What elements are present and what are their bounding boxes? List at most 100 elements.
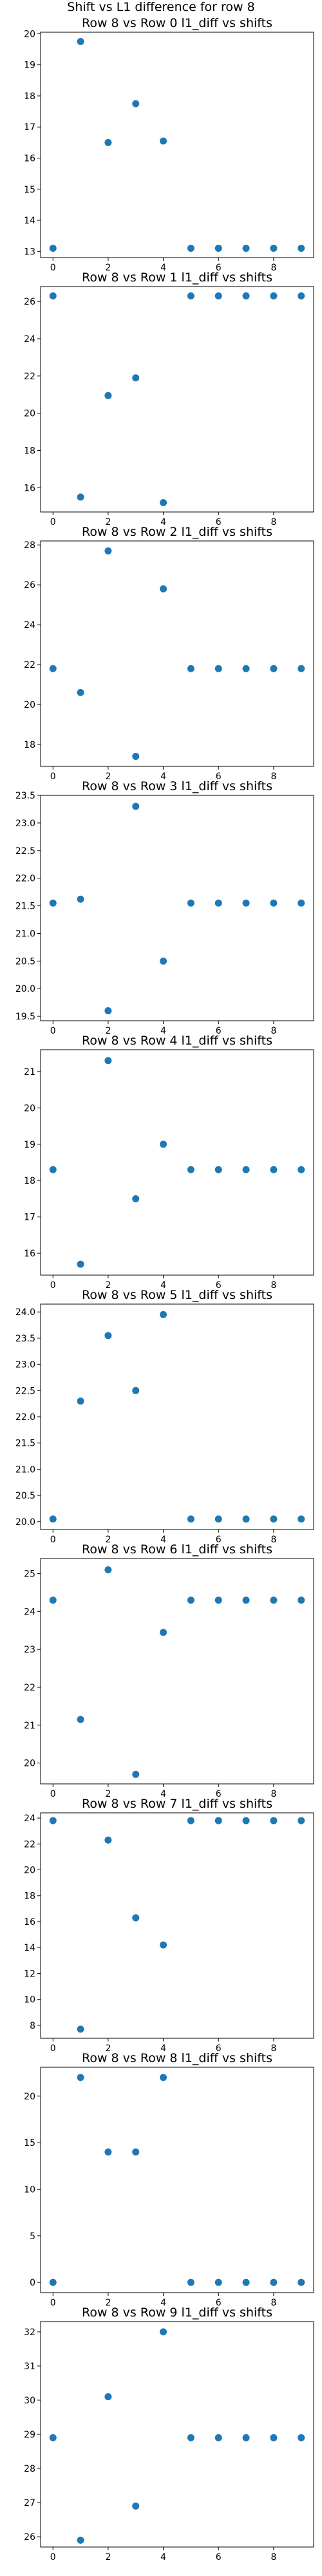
subplot-title: Row 8 vs Row 6 l1_diff vs shifts bbox=[82, 1542, 272, 1557]
x-tick-label: 2 bbox=[105, 1280, 111, 1291]
axes-frame bbox=[40, 1558, 314, 1785]
y-tick-label: 19.5 bbox=[15, 1012, 35, 1022]
y-tick-label: 10 bbox=[24, 2184, 35, 2195]
y-tick-label: 21.0 bbox=[15, 1464, 35, 1475]
data-point bbox=[49, 2434, 57, 2441]
y-tick-label: 24 bbox=[24, 620, 35, 630]
data-point bbox=[187, 245, 194, 252]
y-tick-label: 26 bbox=[24, 297, 35, 307]
data-point bbox=[132, 1770, 140, 1778]
y-tick-label: 20.5 bbox=[15, 956, 35, 967]
data-point bbox=[187, 899, 194, 907]
x-tick-label: 8 bbox=[270, 1280, 276, 1291]
y-tick-label: 22 bbox=[24, 1683, 35, 1693]
y-tick-label: 22 bbox=[24, 660, 35, 670]
data-point bbox=[270, 1515, 278, 1523]
data-point bbox=[132, 2502, 140, 2510]
data-point bbox=[104, 1332, 112, 1340]
data-point bbox=[298, 899, 305, 907]
x-tick-label: 4 bbox=[160, 2043, 166, 2054]
data-point bbox=[270, 292, 278, 299]
y-tick-label: 10 bbox=[24, 1995, 35, 2005]
y-tick-label: 17 bbox=[24, 122, 35, 133]
data-point bbox=[77, 37, 84, 45]
data-point bbox=[104, 2148, 112, 2156]
y-tick-label: 20 bbox=[24, 29, 35, 39]
y-tick-label: 27 bbox=[24, 2498, 35, 2508]
data-point bbox=[132, 1387, 140, 1394]
data-point bbox=[77, 2025, 84, 2033]
x-tick-label: 4 bbox=[160, 1789, 166, 1799]
data-point bbox=[187, 1515, 194, 1523]
x-tick-label: 4 bbox=[160, 263, 166, 273]
x-tick-label: 8 bbox=[270, 1535, 276, 1545]
data-point bbox=[214, 245, 222, 252]
y-tick-label: 18 bbox=[24, 740, 35, 750]
x-tick-label: 0 bbox=[50, 2298, 56, 2308]
y-tick-label: 20 bbox=[24, 409, 35, 419]
x-tick-label: 6 bbox=[216, 1789, 222, 1799]
data-point bbox=[77, 895, 84, 903]
y-tick-label: 28 bbox=[24, 2464, 35, 2474]
y-tick-label: 21.5 bbox=[15, 902, 35, 912]
data-point bbox=[77, 2536, 84, 2544]
x-tick-label: 2 bbox=[105, 2298, 111, 2308]
y-tick-label: 20 bbox=[24, 2092, 35, 2102]
y-tick-label: 31 bbox=[24, 2362, 35, 2372]
y-tick-label: 21 bbox=[24, 1067, 35, 1077]
y-tick-label: 24 bbox=[24, 1814, 35, 1824]
y-tick-label: 21 bbox=[24, 1721, 35, 1731]
subplot-title: Row 8 vs Row 0 l1_diff vs shifts bbox=[82, 16, 272, 30]
data-point bbox=[214, 1596, 222, 1604]
data-point bbox=[160, 1311, 167, 1318]
data-point bbox=[187, 1596, 194, 1604]
y-tick-label: 16 bbox=[24, 483, 35, 493]
data-point bbox=[270, 899, 278, 907]
x-tick-label: 8 bbox=[270, 517, 276, 527]
x-tick-label: 6 bbox=[216, 2043, 222, 2054]
y-tick-label: 20.0 bbox=[15, 1517, 35, 1528]
data-point bbox=[270, 2278, 278, 2286]
y-tick-label: 21.0 bbox=[15, 929, 35, 939]
data-point bbox=[187, 1166, 194, 1173]
axes-frame bbox=[40, 795, 314, 1021]
data-point bbox=[242, 245, 250, 252]
x-tick-label: 6 bbox=[216, 263, 222, 273]
y-tick-label: 14 bbox=[24, 1943, 35, 1953]
data-point bbox=[77, 1260, 84, 1268]
y-tick-label: 19 bbox=[24, 61, 35, 71]
data-point bbox=[242, 292, 250, 299]
axes-frame bbox=[40, 32, 314, 258]
y-tick-label: 20 bbox=[24, 700, 35, 710]
data-point bbox=[270, 2434, 278, 2441]
y-tick-label: 13 bbox=[24, 247, 35, 257]
data-point bbox=[242, 1596, 250, 1604]
data-point bbox=[270, 245, 278, 252]
data-point bbox=[160, 1141, 167, 1148]
x-tick-label: 0 bbox=[50, 1789, 56, 1799]
y-tick-label: 15 bbox=[24, 2138, 35, 2148]
y-tick-label: 26 bbox=[24, 2532, 35, 2543]
data-point bbox=[160, 2328, 167, 2336]
x-tick-label: 2 bbox=[105, 772, 111, 782]
data-point bbox=[298, 665, 305, 672]
x-tick-label: 2 bbox=[105, 2552, 111, 2562]
x-tick-label: 0 bbox=[50, 1535, 56, 1545]
data-point bbox=[49, 899, 57, 907]
y-tick-label: 16 bbox=[24, 154, 35, 164]
y-tick-label: 5 bbox=[30, 2231, 35, 2242]
y-tick-label: 23.5 bbox=[15, 791, 35, 801]
y-tick-label: 20.5 bbox=[15, 1491, 35, 1501]
y-tick-label: 24.0 bbox=[15, 1307, 35, 1318]
data-point bbox=[160, 1629, 167, 1636]
axes-frame bbox=[40, 1049, 314, 1276]
x-tick-label: 2 bbox=[105, 517, 111, 527]
x-tick-label: 4 bbox=[160, 2298, 166, 2308]
x-tick-label: 8 bbox=[270, 2043, 276, 2054]
data-point bbox=[214, 1817, 222, 1824]
y-tick-label: 22.5 bbox=[15, 1386, 35, 1396]
data-point bbox=[160, 957, 167, 965]
